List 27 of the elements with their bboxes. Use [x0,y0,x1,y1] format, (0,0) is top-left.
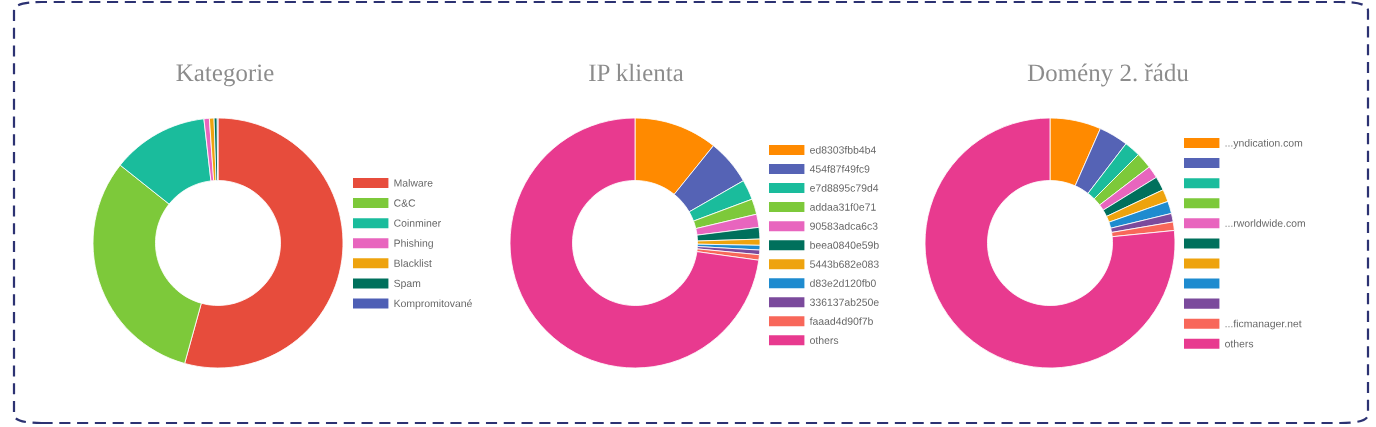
chart-title: Domény 2. řádu [1027,63,1189,87]
legend-label: faaad4d90f7b [809,317,873,325]
donut-slice [924,117,1176,369]
legend-label: 454f87f49fc9 [809,165,870,173]
legend-label: C&C [394,199,416,207]
legend-label: others [810,336,839,345]
legend-label: ...yndication.com [1225,138,1303,149]
donut-slice [509,117,760,369]
legend-label: beea0840e59b [810,241,879,249]
legend-label: ...rworldwide.com [1225,219,1305,227]
legend-label: d83e2d120fb0 [810,279,876,287]
legend-label: addaa31f0e71 [810,203,876,211]
legend-label: Coinminer [394,219,441,227]
legend-label: 5443b682e083 [810,260,879,268]
legend-label: ...ficmanager.net [1225,319,1302,330]
legend-label: Phishing [394,239,433,249]
legend-label: 90583adca6c3 [810,222,878,230]
legend-label: Blacklist [394,259,432,267]
legend-label: others [1225,339,1254,348]
legend-label: Spam [394,279,421,290]
chart-title: IP klienta [589,63,684,82]
legend-label: 336137ab250e [810,298,879,306]
legend-label: ed8303fbb4b4 [810,145,876,154]
legend-label: e7d8895c79d4 [810,184,879,192]
chart-title: Kategorie [176,64,274,87]
legend-label: Malware [394,178,433,187]
legend-label: Kompromitované [394,299,472,310]
